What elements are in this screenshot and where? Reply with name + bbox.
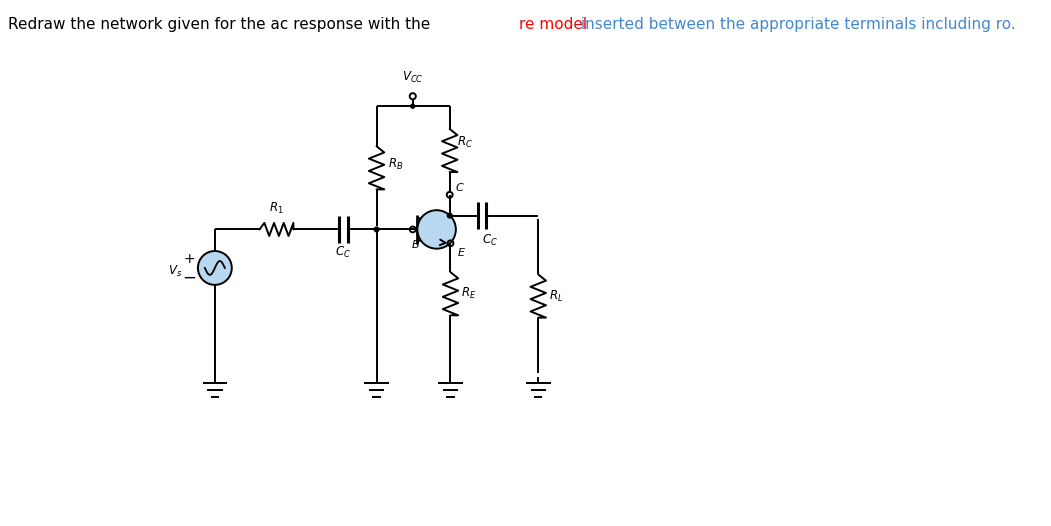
Text: $V_s$: $V_s$ (168, 264, 183, 279)
Text: $R_C$: $R_C$ (457, 135, 473, 150)
Text: $C_C$: $C_C$ (335, 245, 351, 260)
Circle shape (411, 104, 415, 108)
Text: $R_L$: $R_L$ (549, 289, 563, 304)
Text: E: E (458, 248, 466, 258)
Text: inserted between the appropriate terminals including ro.: inserted between the appropriate termina… (576, 17, 1015, 32)
Text: Redraw the network given for the ac response with the: Redraw the network given for the ac resp… (8, 17, 435, 32)
Circle shape (417, 210, 456, 249)
Text: $C_C$: $C_C$ (481, 232, 498, 248)
Circle shape (374, 227, 378, 232)
Text: $R_E$: $R_E$ (461, 286, 476, 301)
Text: C: C (455, 183, 462, 193)
Circle shape (198, 251, 232, 285)
Text: $R_1$: $R_1$ (269, 201, 284, 216)
Text: $R_B$: $R_B$ (388, 156, 404, 171)
Text: +: + (184, 252, 195, 266)
Text: B: B (412, 240, 419, 250)
Text: $V_{CC}$: $V_{CC}$ (401, 69, 424, 85)
Text: re model: re model (519, 17, 588, 32)
Circle shape (448, 213, 452, 218)
Text: −: − (183, 269, 197, 287)
